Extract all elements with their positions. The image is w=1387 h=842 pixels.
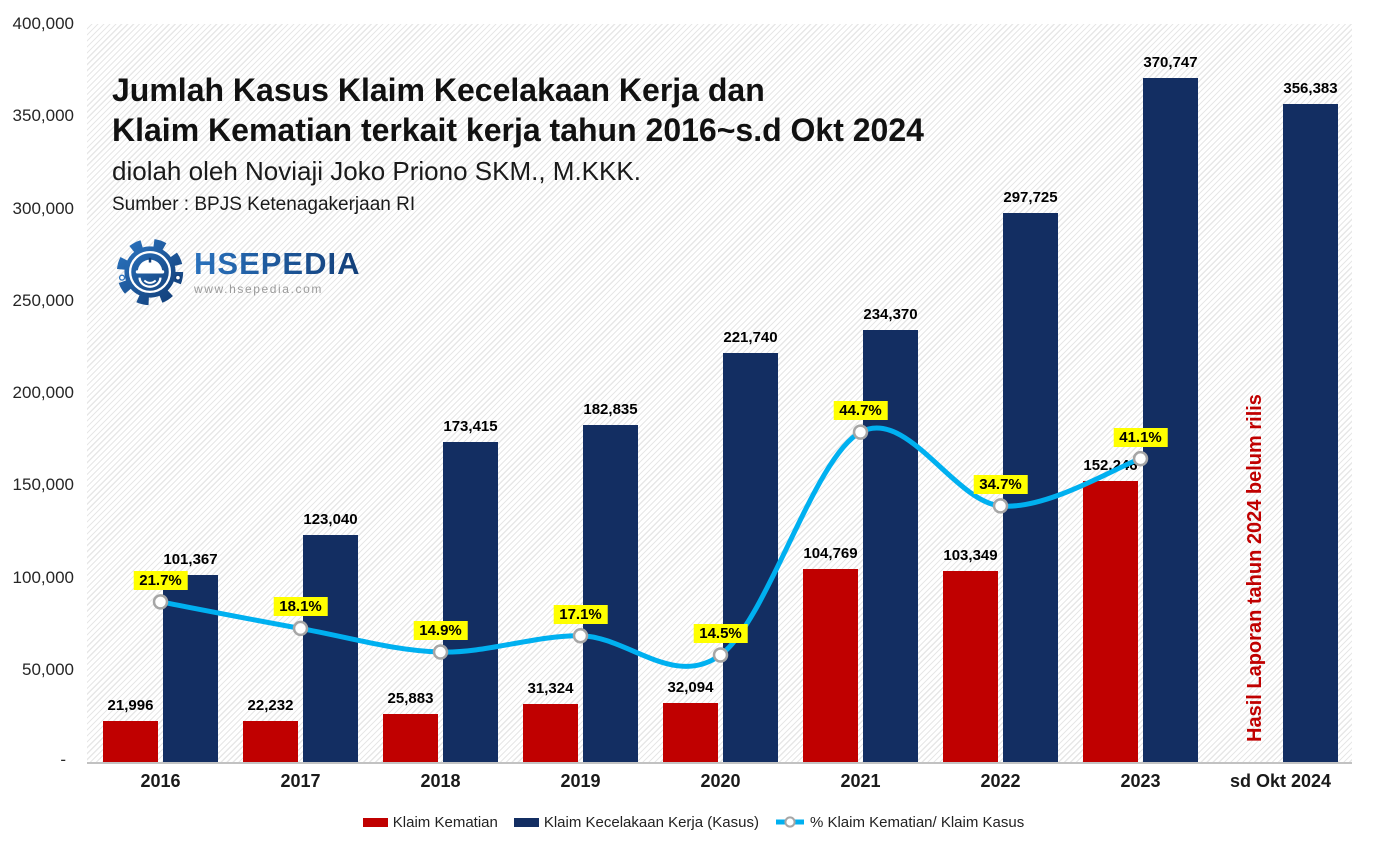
legend-line-sample-icon	[775, 816, 804, 828]
y-tick-label: 400,000	[12, 14, 74, 33]
bar-value-label: 297,725	[1003, 188, 1058, 206]
percent-value-label: 17.1%	[553, 604, 608, 624]
chart-header: Jumlah Kasus Klaim Kecelakaan Kerja dan …	[112, 70, 924, 216]
bar-value-label: 104,769	[803, 544, 858, 562]
percent-value-label: 44.7%	[833, 401, 888, 421]
legend-label-klaim-kecelakaan: Klaim Kecelakaan Kerja (Kasus)	[543, 813, 759, 831]
bar-value-label: 123,040	[303, 510, 358, 528]
legend-label-klaim-kematian: Klaim Kematian	[392, 813, 498, 831]
y-tick-label: 100,000	[12, 567, 74, 587]
legend-item-klaim-kecelakaan: Klaim Kecelakaan Kerja (Kasus)	[513, 813, 759, 831]
bar-klaim-kecelakaan	[583, 424, 638, 762]
percent-value-label: 34.7%	[973, 474, 1028, 494]
y-tick-label: 300,000	[12, 198, 74, 218]
bar-value-label: 234,370	[863, 305, 918, 323]
x-category-label: 2022	[980, 771, 1021, 791]
legend-swatch-klaim-kecelakaan	[513, 817, 539, 827]
percent-value-label: 18.1%	[273, 597, 328, 617]
line-marker	[852, 424, 869, 440]
bar-klaim-kematian	[523, 704, 578, 762]
bar-klaim-kecelakaan	[1283, 104, 1338, 762]
percent-value-label: 41.1%	[1113, 427, 1168, 447]
chart-source: Sumber : BPJS Ketenagakerjaan RI	[112, 194, 416, 215]
legend: Klaim Kematian Klaim Kecelakaan Kerja (K…	[0, 808, 1387, 836]
line-marker	[432, 644, 449, 660]
line-marker	[712, 647, 729, 663]
bar-klaim-kematian	[803, 568, 858, 762]
line-marker	[152, 594, 169, 610]
bar-value-label: 103,349	[943, 547, 998, 565]
y-tick-label: 250,000	[12, 290, 74, 310]
bar-klaim-kecelakaan	[723, 352, 778, 762]
hsepedia-gear-icon	[116, 238, 184, 306]
bar-value-label: 22,232	[247, 696, 294, 714]
line-marker	[992, 498, 1009, 514]
bar-value-label: 101,367	[163, 550, 218, 568]
bar-value-label: 32,094	[667, 678, 714, 696]
chart-title-line2: Klaim Kematian terkait kerja tahun 2016~…	[112, 112, 924, 148]
x-category-label: 2018	[420, 771, 461, 791]
annotation-2024-note: Hasil Laporan tahun 2024 belum rilis	[1244, 394, 1266, 742]
percent-trend-line	[158, 425, 1143, 669]
legend-swatch-klaim-kematian	[362, 817, 388, 827]
x-category-label: 2017	[280, 771, 321, 791]
bar-klaim-kecelakaan	[303, 534, 358, 762]
y-tick-label: 350,000	[12, 106, 74, 126]
legend-item-persen-klaim: % Klaim Kematian/ Klaim Kasus	[775, 814, 1024, 831]
x-category-label: 2019	[560, 771, 601, 791]
bar-klaim-kecelakaan	[1143, 77, 1198, 762]
bar-klaim-kematian	[1083, 481, 1138, 762]
bar-value-label: 370,747	[1143, 53, 1198, 71]
logo-url: www.hsepedia.com	[194, 281, 323, 296]
legend-item-klaim-kematian: Klaim Kematian	[362, 813, 498, 831]
percent-value-label: 21.7%	[133, 570, 188, 590]
chart-subtitle: diolah oleh Noviaji Joko Priono SKM., M.…	[112, 156, 641, 186]
bar-value-label: 152,246	[1083, 457, 1138, 475]
bar-value-label: 182,835	[583, 400, 638, 418]
chart-title-line1: Jumlah Kasus Klaim Kecelakaan Kerja dan	[112, 72, 765, 108]
x-category-label: 2021	[840, 771, 881, 791]
line-marker	[1132, 450, 1149, 467]
percent-value-label: 14.5%	[693, 623, 748, 643]
line-marker	[572, 628, 589, 644]
bar-klaim-kematian	[383, 714, 438, 762]
logo-name: HSEPEDIA	[194, 245, 361, 281]
y-tick-label: 150,000	[12, 475, 74, 495]
bar-value-label: 221,740	[723, 328, 778, 346]
bar-value-label: 173,415	[443, 418, 498, 436]
percent-value-label: 14.9%	[413, 621, 468, 641]
bar-value-label: 25,883	[387, 690, 434, 708]
x-category-label: sd Okt 2024	[1229, 771, 1332, 791]
x-category-label: 2023	[1120, 771, 1161, 791]
line-marker	[292, 620, 309, 637]
bar-klaim-kematian	[243, 720, 298, 762]
y-tick-label: 200,000	[12, 383, 74, 402]
hsepedia-logo: HSEPEDIA www.hsepedia.com	[114, 236, 360, 308]
bar-value-label: 31,324	[527, 680, 574, 698]
bar-klaim-kematian	[103, 721, 158, 762]
logo-text-block: HSEPEDIA www.hsepedia.com	[194, 245, 361, 296]
bar-klaim-kematian	[943, 571, 998, 762]
y-tick-label-zero: -	[60, 750, 66, 769]
bar-klaim-kecelakaan	[443, 442, 498, 762]
legend-label-persen-klaim: % Klaim Kematian/ Klaim Kasus	[809, 813, 1025, 831]
y-tick-label: 50,000	[22, 659, 74, 679]
x-category-label: 2020	[700, 771, 741, 791]
x-category-label: 2016	[140, 771, 181, 791]
bar-value-label: 21,996	[107, 697, 154, 715]
bar-value-label: 356,383	[1283, 80, 1338, 98]
bar-klaim-kematian	[663, 702, 718, 762]
